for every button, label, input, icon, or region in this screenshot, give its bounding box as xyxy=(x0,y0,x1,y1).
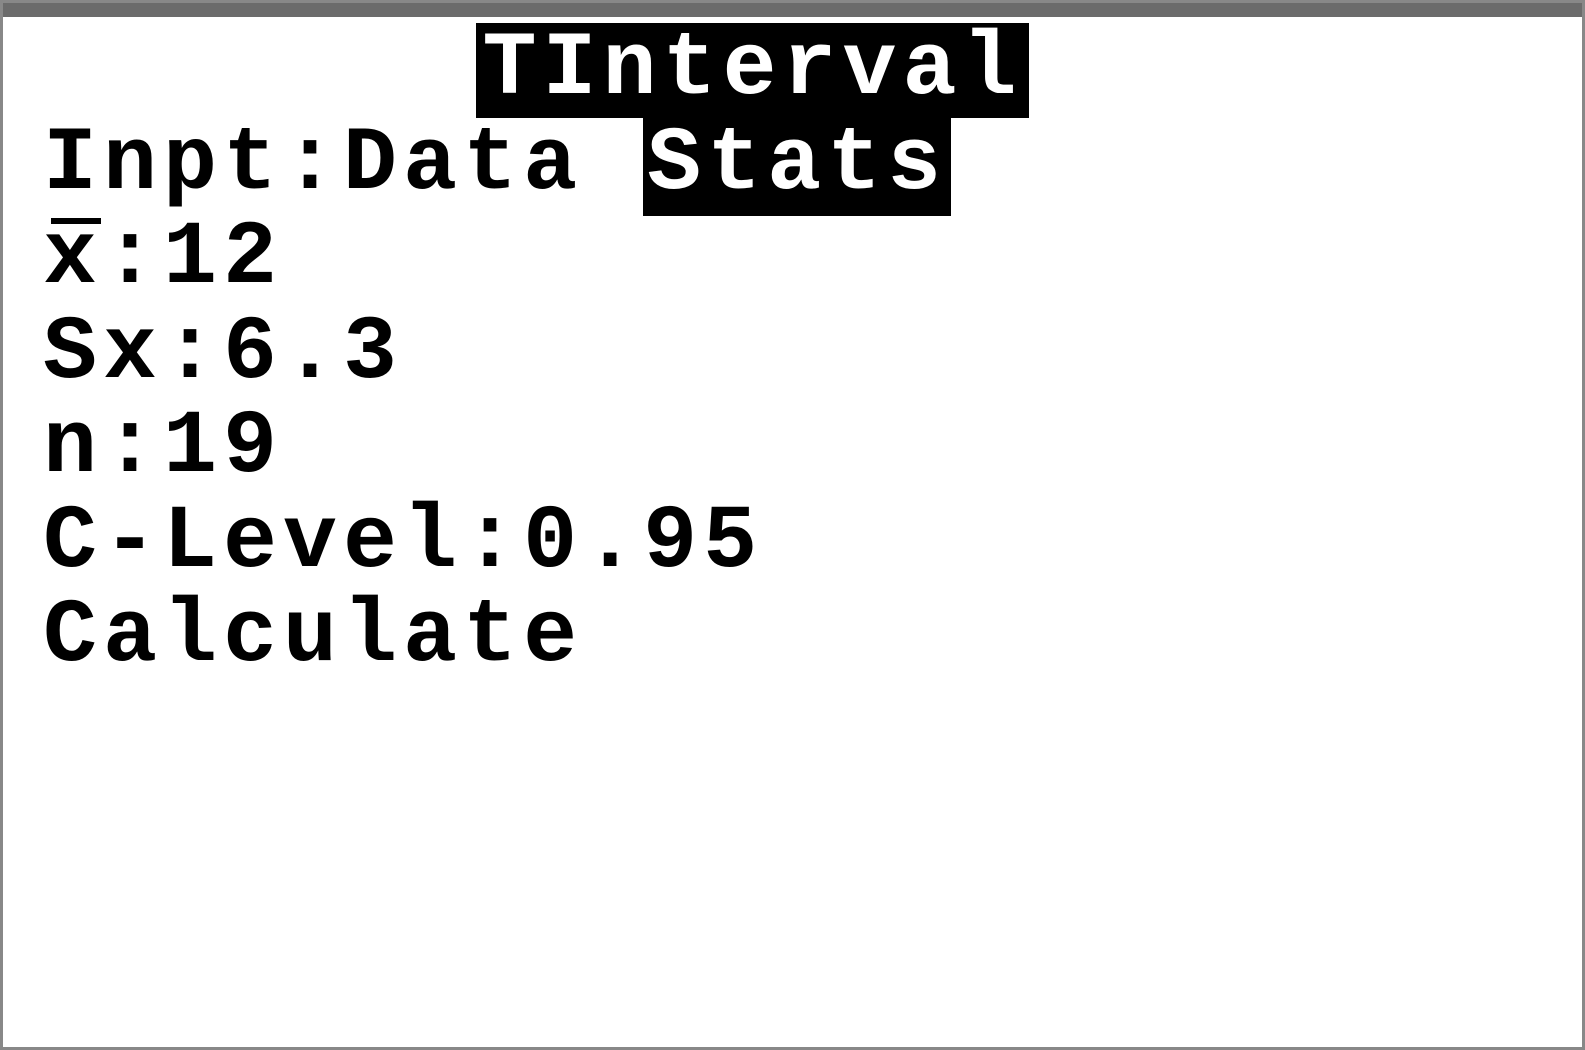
n-row: n:19 xyxy=(43,401,1582,496)
xbar-row: x:12 xyxy=(43,212,1582,307)
screen-topbar xyxy=(3,3,1582,17)
input-label: Inpt: xyxy=(43,114,343,216)
clevel-label: C-Level: xyxy=(43,492,523,594)
clevel-value[interactable]: 0.95 xyxy=(523,492,763,594)
xbar-symbol: x xyxy=(43,212,103,307)
input-method-row: Inpt:Data Stats xyxy=(43,118,1582,213)
n-value[interactable]: 19 xyxy=(163,397,283,499)
sx-value[interactable]: 6.3 xyxy=(223,303,403,405)
xbar-value[interactable]: 12 xyxy=(163,208,283,310)
sx-row: Sx:6.3 xyxy=(43,307,1582,402)
title-row: TInterval xyxy=(3,23,1542,118)
xbar-sep: : xyxy=(103,208,163,310)
screen-title: TInterval xyxy=(476,23,1028,118)
calculate-button[interactable]: Calculate xyxy=(43,586,583,688)
screen-content: TInterval Inpt:Data Stats x:12 Sx:6.3 n:… xyxy=(3,17,1582,685)
sx-label: Sx: xyxy=(43,303,223,405)
calculate-row[interactable]: Calculate xyxy=(43,590,1582,685)
input-option-data[interactable]: Data xyxy=(343,114,583,216)
clevel-row: C-Level:0.95 xyxy=(43,496,1582,591)
input-option-stats[interactable]: Stats xyxy=(643,114,951,216)
n-label: n: xyxy=(43,397,163,499)
calculator-screen: TInterval Inpt:Data Stats x:12 Sx:6.3 n:… xyxy=(0,0,1585,1050)
